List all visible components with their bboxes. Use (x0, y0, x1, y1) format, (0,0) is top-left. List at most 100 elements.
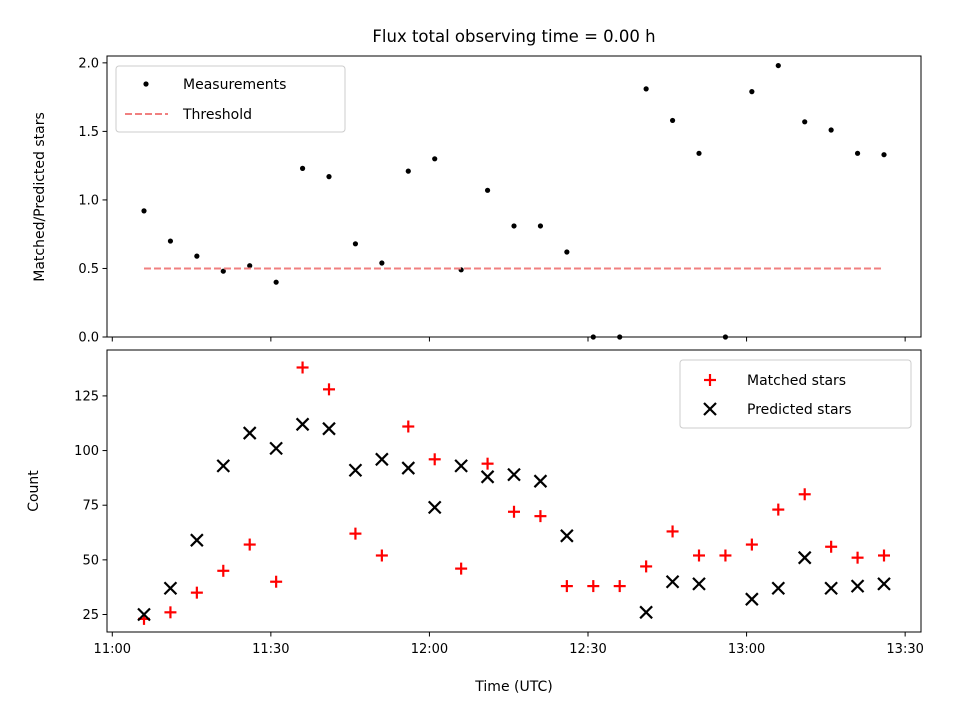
predicted-stars-point (692, 577, 706, 591)
matched-stars-point (719, 549, 732, 562)
count-plot-marks (137, 361, 891, 625)
measurement-point (273, 279, 279, 285)
count-panel-frame (106, 349, 922, 633)
predicted-stars-legend-label: Predicted stars (747, 402, 852, 418)
matched-stars-point (349, 527, 362, 540)
x-tick-label: 12:00 (411, 642, 448, 657)
predicted-stars-point (401, 461, 416, 475)
x-axis-label: Time (UTC) (474, 679, 552, 695)
measurement-point (775, 62, 781, 69)
matched-stars-point (402, 420, 415, 433)
ratio-panel: 0.00.51.01.52.0 Matched/Predicted stars … (32, 55, 922, 346)
measurements-legend-label: Measurements (183, 77, 286, 93)
measurement-point (696, 150, 702, 156)
measurement-point (432, 156, 438, 162)
matched-stars-point (481, 457, 494, 470)
chart-title: Flux total observing time = 0.00 h (372, 27, 655, 46)
predicted-stars-point (797, 550, 812, 565)
count-legend-box (679, 359, 912, 429)
matched-stars-point (560, 580, 573, 593)
predicted-stars-point (480, 470, 495, 484)
y-tick-label: 1.5 (78, 125, 99, 140)
x-tick-label: 13:30 (886, 642, 923, 657)
threshold-legend-label: Threshold (182, 107, 252, 123)
measurement-point (643, 86, 649, 92)
y-tick-label: 75 (82, 499, 99, 514)
predicted-stars-point (242, 426, 257, 440)
matched-stars-point (164, 606, 177, 619)
measurement-point (141, 208, 147, 214)
measurement-point (854, 150, 861, 156)
count-legend: Matched stars Predicted stars (679, 359, 912, 429)
measurement-point (881, 152, 887, 158)
matched-stars-point (190, 586, 203, 599)
predicted-stars-point (850, 579, 865, 593)
matched-stars-point (825, 540, 838, 553)
y-tick-label: 125 (74, 389, 99, 404)
matched-stars-legend-label: Matched stars (747, 373, 846, 389)
matched-stars-point (375, 549, 388, 562)
y-tick-label: 0.5 (78, 262, 99, 277)
predicted-stars-point (533, 474, 548, 488)
matched-stars-point (878, 549, 890, 562)
ratio-panel-frame (106, 55, 922, 338)
measurement-point (828, 127, 834, 133)
matched-stars-point (772, 503, 785, 516)
measurement-point (352, 241, 359, 247)
measurement-point (669, 117, 676, 124)
count-y-ticks: 25 50 75 100 125 (74, 389, 107, 623)
y-tick-label: 100 (74, 444, 99, 459)
predicted-stars-point (877, 577, 891, 591)
ratio-y-ticks: 0.0 0.5 1.0 1.5 2.0 (78, 56, 107, 346)
measurement-point (405, 168, 411, 174)
predicted-stars-point (163, 581, 178, 596)
predicted-stars-point (322, 421, 336, 436)
matched-stars-point (666, 525, 679, 538)
y-tick-label: 0.0 (78, 331, 99, 346)
matched-stars-point (745, 538, 758, 551)
predicted-stars-point (295, 417, 310, 432)
measurement-point (564, 249, 570, 255)
predicted-stars-point (745, 592, 759, 606)
x-tick-label: 11:30 (252, 642, 289, 657)
predicted-stars-point (507, 467, 521, 482)
predicted-stars-point (771, 581, 786, 596)
ratio-y-axis-label: Matched/Predicted stars (32, 112, 48, 282)
matched-stars-point (428, 453, 441, 466)
count-x-ticks: 11:00 11:30 12:00 12:30 13:00 13:30 (94, 632, 924, 657)
y-tick-label: 50 (82, 553, 99, 568)
measurement-point (537, 223, 544, 229)
matched-stars-point (508, 505, 520, 518)
predicted-stars-point (375, 452, 389, 467)
x-tick-label: 12:30 (569, 642, 606, 657)
matched-stars-point (534, 510, 547, 523)
ratio-x-ticks (111, 337, 906, 342)
measurement-point (379, 260, 385, 266)
measurements-legend-marker (143, 81, 149, 87)
matched-stars-point (323, 383, 335, 396)
measurement-point (326, 174, 332, 180)
predicted-stars-point (348, 463, 363, 478)
ratio-legend: Measurements Threshold (115, 65, 346, 133)
matched-stars-point (270, 575, 283, 588)
measurement-point (167, 238, 174, 244)
predicted-stars-legend-marker (703, 402, 717, 416)
measurement-point (247, 263, 253, 269)
count-panel: 25 50 75 100 125 11:00 11:30 12:00 12:30 13:00 13… (26, 349, 924, 657)
measurement-point (299, 165, 306, 171)
ratio-plot-marks (141, 62, 887, 340)
matched-stars-point (243, 538, 256, 551)
predicted-stars-point (427, 500, 442, 515)
measurement-point (484, 187, 491, 193)
matched-stars-point (613, 580, 626, 593)
predicted-stars-point (269, 441, 283, 456)
matched-stars-point (587, 580, 600, 593)
matched-stars-point (851, 551, 864, 564)
y-tick-label: 2.0 (78, 56, 99, 71)
predicted-stars-point (560, 529, 574, 543)
x-tick-label: 13:00 (728, 642, 765, 657)
predicted-stars-point (190, 533, 204, 547)
count-y-axis-label: Count (26, 470, 42, 512)
measurement-point (511, 223, 517, 229)
